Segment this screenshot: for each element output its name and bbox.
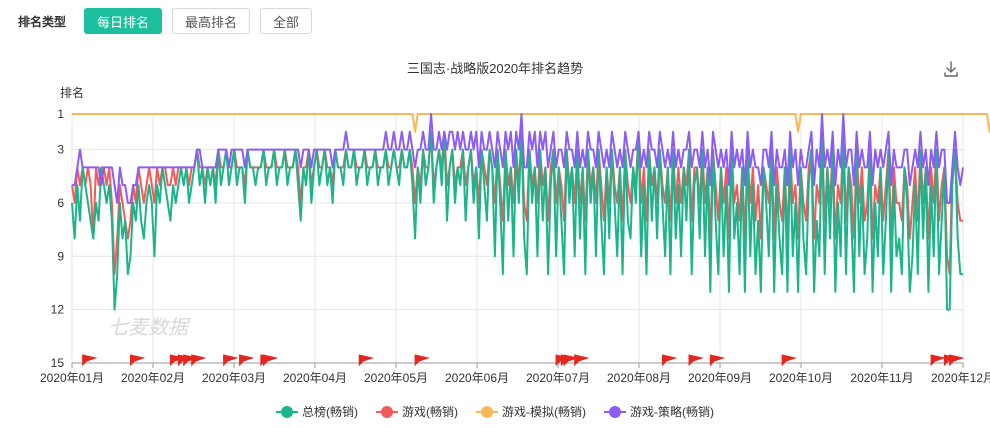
x-tick-label: 2020年03月 [202, 371, 266, 385]
x-tick-label: 2020年12月 [931, 371, 990, 385]
rank-type-label: 排名类型 [18, 14, 67, 29]
download-icon[interactable] [942, 60, 960, 78]
event-flag-icon [709, 354, 726, 367]
x-tick-label: 2020年08月 [607, 371, 671, 385]
chart-title: 三国志·战略版2020年排名趋势 [406, 61, 584, 76]
y-tick-label: 12 [51, 303, 65, 317]
y-tick-label: 9 [57, 249, 64, 263]
event-flag-icon [949, 354, 965, 367]
event-flag-icon [781, 354, 797, 367]
highest-rank-button[interactable]: 最高排名 [172, 8, 251, 34]
x-tick-label: 2020年11月 [850, 371, 913, 385]
legend-marker-icon [376, 405, 398, 418]
legend-label: 总榜(畅销) [302, 405, 358, 419]
legend-marker-icon [276, 405, 298, 418]
event-flag-icon [358, 354, 375, 367]
x-tick-label: 2020年10月 [769, 371, 833, 385]
legend-label: 游戏(畅销) [402, 405, 458, 419]
event-flag-icon [574, 354, 590, 367]
y-axis-label: 排名 [60, 85, 84, 100]
event-flag-icon [223, 354, 239, 367]
watermark: 七麦数据 [108, 317, 191, 339]
y-tick-label: 6 [57, 196, 64, 210]
legend-item[interactable]: 游戏-策略(畅销) [604, 403, 714, 420]
series-line [72, 113, 990, 133]
y-tick-label: 1 [57, 107, 64, 121]
event-flag-icon [82, 354, 98, 367]
x-tick-label: 2020年01月 [40, 371, 104, 385]
event-flag-icon [688, 354, 704, 367]
x-tick-label: 2020年04月 [283, 371, 347, 385]
x-tick-label: 2020年07月 [526, 371, 590, 385]
x-tick-label: 2020年09月 [688, 371, 752, 385]
event-flag-icon [661, 354, 678, 367]
x-tick-label: 2020年06月 [445, 371, 509, 385]
legend-item[interactable]: 游戏-模拟(畅销) [476, 403, 586, 420]
rank-type-filter: 排名类型 每日排名 最高排名 全部 [18, 8, 322, 34]
event-flag-icon [191, 354, 207, 367]
event-flag-icon [414, 354, 430, 367]
event-flag-icon [262, 354, 279, 367]
event-flag-icon [130, 354, 146, 367]
legend-label: 游戏-策略(畅销) [630, 405, 714, 419]
chart-legend: 总榜(畅销) 游戏(畅销) 游戏-模拟(畅销) 游戏-策略(畅销) [0, 403, 990, 420]
legend-marker-icon [604, 405, 626, 418]
legend-item[interactable]: 游戏(畅销) [376, 403, 458, 420]
y-tick-label: 3 [57, 143, 64, 157]
daily-rank-button[interactable]: 每日排名 [84, 8, 163, 34]
legend-item[interactable]: 总榜(畅销) [276, 403, 358, 420]
y-tick-label: 15 [51, 356, 65, 370]
legend-marker-icon [476, 405, 498, 418]
series-line [71, 130, 963, 311]
series-line [72, 113, 964, 204]
all-button[interactable]: 全部 [260, 8, 313, 34]
x-tick-label: 2020年05月 [364, 371, 428, 385]
x-tick-label: 2020年02月 [121, 371, 185, 385]
event-flag-icon [239, 354, 255, 367]
legend-label: 游戏-模拟(畅销) [502, 405, 586, 419]
